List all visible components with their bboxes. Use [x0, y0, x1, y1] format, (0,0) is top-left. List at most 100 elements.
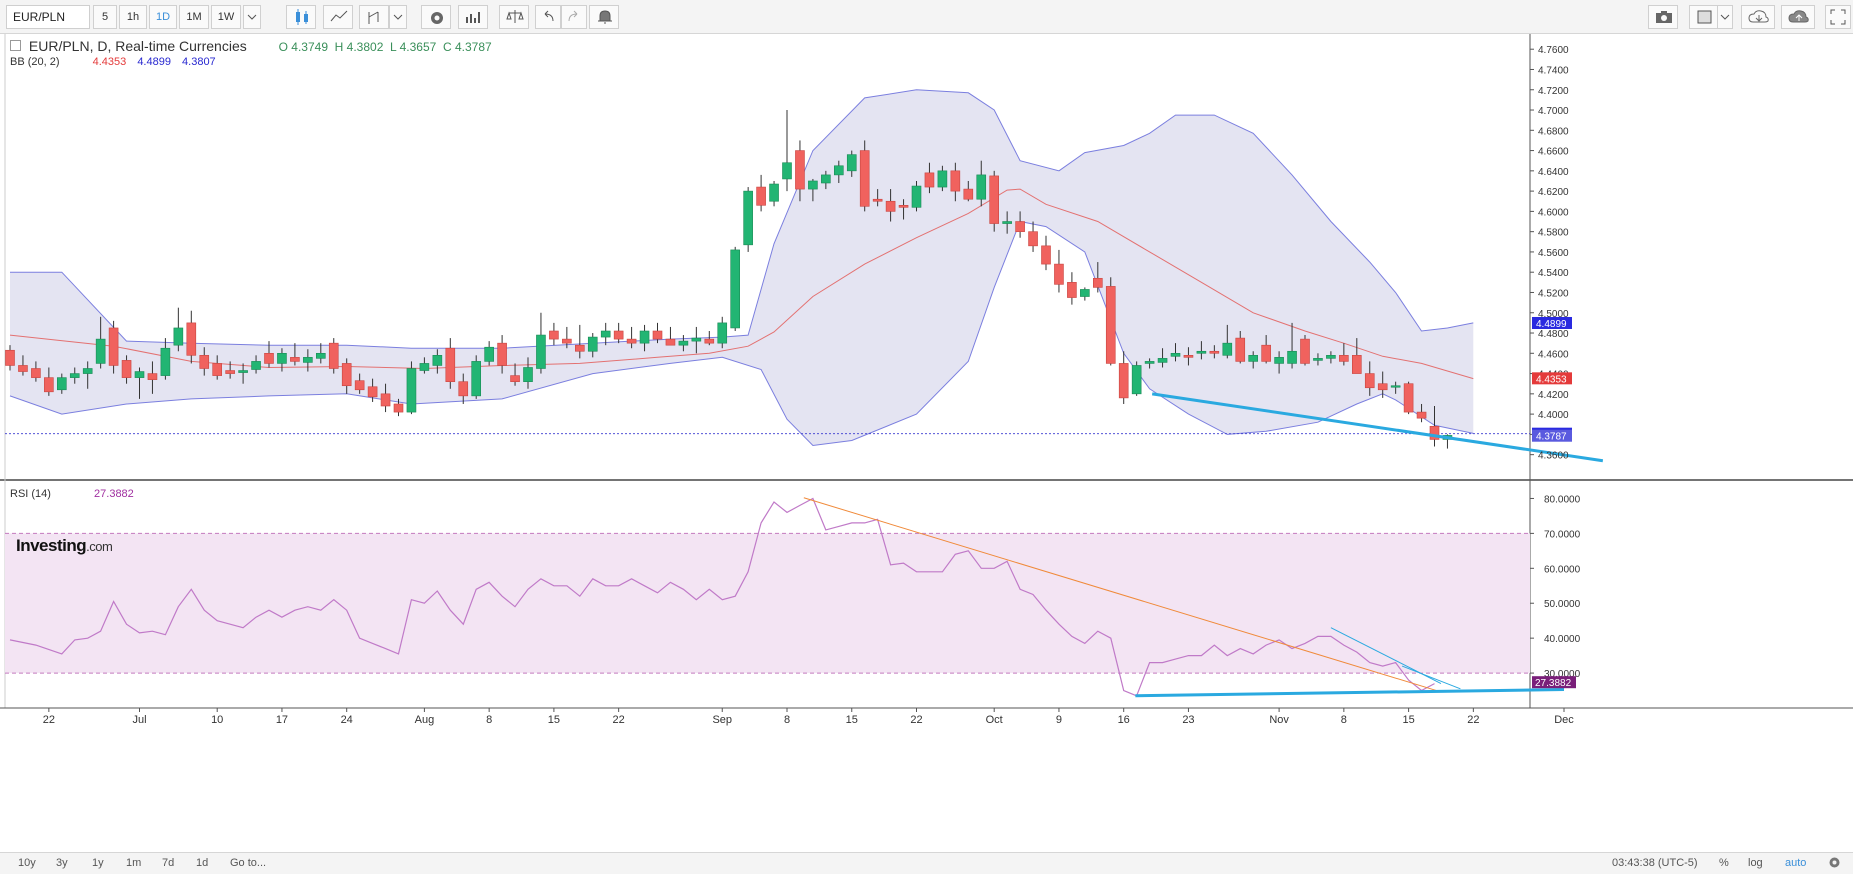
candle: [989, 170, 1000, 232]
candle-body: [795, 150, 805, 190]
candle: [95, 316, 106, 369]
scale-button[interactable]: [499, 5, 529, 29]
bb-mid-line: [9, 188, 1474, 380]
interval-1m[interactable]: 1M: [179, 5, 209, 29]
layout-button[interactable]: [1689, 5, 1719, 29]
chevron-down-icon: [247, 14, 257, 20]
candle: [212, 355, 222, 380]
candle: [56, 373, 67, 394]
cloud-load-button[interactable]: [1741, 5, 1775, 29]
candle-body: [121, 360, 132, 378]
candle: [821, 170, 831, 190]
candle-body: [1067, 282, 1077, 298]
chart-area[interactable]: 4.7600 4.7400 4.7200 4.7000 4.6800 4.6600 4.64…: [0, 34, 1853, 854]
layout-dropdown[interactable]: [1717, 5, 1733, 29]
candle-body: [432, 355, 443, 366]
candle-body: [743, 190, 753, 246]
price-tick-label: 4.5800: [1538, 228, 1569, 239]
candle-body: [1093, 277, 1103, 288]
candle-body: [1054, 263, 1064, 285]
time-tick-label: 8: [486, 714, 492, 726]
price-tick-label: 4.6000: [1538, 207, 1569, 218]
candle: [1028, 221, 1038, 252]
candle: [885, 189, 896, 222]
candle: [963, 180, 974, 202]
bar-chart-icon: [466, 12, 480, 23]
candle: [354, 373, 365, 394]
range-1y[interactable]: 1y: [92, 857, 104, 869]
candle: [277, 348, 287, 372]
redo-button[interactable]: [561, 5, 587, 29]
interval-1d[interactable]: 1D: [149, 5, 177, 29]
candle: [432, 349, 443, 374]
draw-dropdown[interactable]: [389, 5, 407, 29]
snapshot-button[interactable]: [1648, 5, 1678, 29]
log-toggle[interactable]: log: [1748, 857, 1763, 869]
price-tick-label: 4.7200: [1538, 86, 1569, 97]
candle-body: [18, 365, 28, 372]
time-tick-label: 22: [910, 714, 922, 726]
undo-button[interactable]: [535, 5, 561, 29]
alert-button[interactable]: [589, 5, 619, 29]
price-marker: [1532, 429, 1572, 442]
candle-body: [5, 349, 15, 366]
interval-dropdown[interactable]: [243, 5, 261, 29]
candle-body: [367, 386, 378, 398]
interval-1w[interactable]: 1W: [211, 5, 241, 29]
candle: [1157, 348, 1168, 368]
candle: [1339, 343, 1349, 366]
candle-body: [1287, 350, 1297, 364]
interval-1h[interactable]: 1h: [119, 5, 147, 29]
interval-5[interactable]: 5: [93, 5, 117, 29]
candle-body: [419, 363, 430, 371]
gear-icon[interactable]: [1828, 856, 1841, 872]
fullscreen-button[interactable]: [1825, 5, 1851, 29]
range-1m[interactable]: 1m: [126, 857, 142, 869]
range-10y[interactable]: 10y: [18, 857, 36, 869]
rsi-band-fill: [5, 533, 1530, 674]
range-3y[interactable]: 3y: [56, 857, 68, 869]
candle: [639, 324, 650, 352]
cloud-save-button[interactable]: [1781, 5, 1815, 29]
price-trendline: [1151, 392, 1604, 463]
candle-body: [536, 334, 546, 369]
chart-canvas[interactable]: 4.7600 4.7400 4.7200 4.7000 4.6800 4.6600 4.64…: [0, 34, 1853, 854]
candle-body: [885, 200, 896, 212]
candle-body: [924, 172, 935, 188]
collapse-icon[interactable]: [10, 40, 21, 51]
clock-readout: 03:43:38 (UTC-5): [1612, 857, 1698, 869]
undo-icon: [544, 10, 554, 22]
indicators-button[interactable]: [323, 5, 353, 29]
candles-button[interactable]: [286, 5, 316, 29]
candle-body: [937, 170, 948, 188]
time-tick-label: 15: [548, 714, 560, 726]
rsi-marker: [1532, 676, 1576, 689]
candle: [5, 345, 15, 371]
rsi-trendline: [803, 497, 1442, 693]
candle: [536, 312, 546, 374]
candle-body: [56, 377, 67, 391]
settings-button[interactable]: [421, 5, 451, 29]
candle-body: [574, 344, 585, 352]
time-tick-label: 8: [1341, 714, 1347, 726]
candle: [730, 246, 741, 331]
range-7d[interactable]: 7d: [162, 857, 175, 869]
candle-body: [898, 205, 909, 208]
percent-toggle[interactable]: %: [1719, 857, 1729, 869]
bell-icon: [598, 10, 612, 24]
candle: [1131, 361, 1142, 396]
candle-body: [471, 361, 482, 397]
range-1d[interactable]: 1d: [196, 857, 209, 869]
candle-body: [445, 347, 456, 382]
candle-body: [691, 337, 702, 342]
candle-body: [665, 338, 676, 346]
draw-tools-button[interactable]: [359, 5, 389, 29]
compare-button[interactable]: [458, 5, 488, 29]
candle-body: [1313, 358, 1323, 361]
candle: [406, 361, 417, 415]
goto-date[interactable]: Go to...: [230, 857, 267, 869]
symbol-input[interactable]: EUR/PLN: [6, 5, 90, 29]
candle-body: [833, 165, 844, 176]
candle-body: [186, 322, 197, 356]
auto-toggle[interactable]: auto: [1785, 857, 1807, 869]
